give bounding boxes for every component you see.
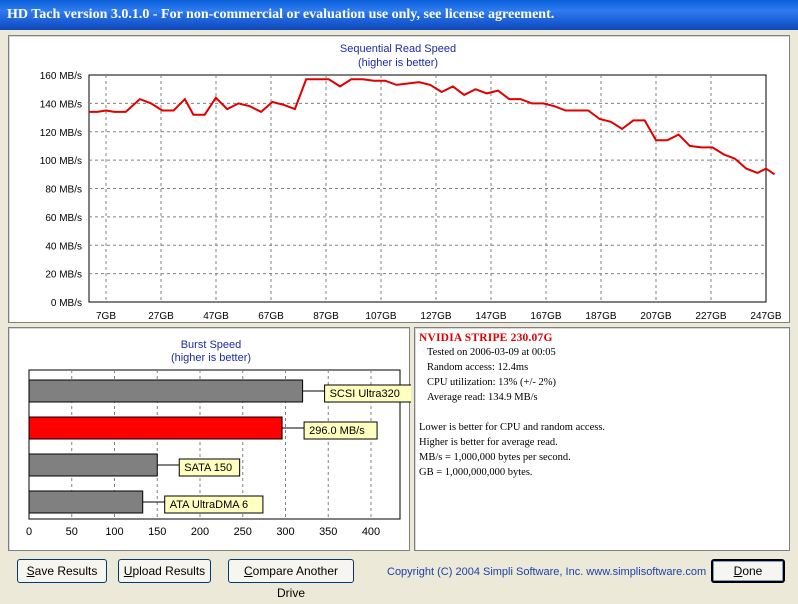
done-button[interactable]: Done [711, 559, 785, 583]
burst-xtick-label: 100 [105, 526, 123, 538]
sequential-read-panel: Sequential Read Speed (higher is better)… [8, 35, 790, 323]
save-label: ave Results [34, 564, 98, 578]
burst-xtick-label: 150 [148, 526, 166, 538]
window-title: HD Tach version 3.0.1.0 - For non-commer… [7, 7, 555, 22]
burst-bar-label: SATA 150 [184, 462, 232, 474]
seq-chart-title: Sequential Read Speed [340, 43, 456, 55]
note-cpu-random: Lower is better for CPU and random acces… [419, 422, 606, 433]
done-accel: D [733, 564, 743, 578]
burst-label-box [164, 495, 264, 514]
save-accel: S [26, 564, 35, 578]
burst-bar [28, 453, 158, 477]
seq-ytick-label: 160 MB/s [40, 71, 82, 82]
seq-xtick-label: 147GB [475, 311, 506, 322]
note-average-read: Higher is better for average read. [419, 437, 558, 448]
upload-accel: U [123, 564, 133, 578]
burst-xtick-label: 250 [234, 526, 252, 538]
save-results-button[interactable]: Save Results [17, 559, 107, 583]
seq-xtick-label: 107GB [365, 311, 396, 322]
burst-speed-panel: Burst Speed (higher is better) SCSI Ultr… [8, 327, 411, 551]
seq-xtick-label: 227GB [695, 311, 726, 322]
seq-ytick-label: 120 MB/s [40, 128, 82, 139]
seq-ytick-label: 60 MB/s [45, 213, 82, 224]
drive-name: NVIDIA STRIPE 230.07G [419, 332, 553, 344]
compare-label: ompare Another Drive [252, 564, 339, 600]
burst-bar-label: ATA UltraDMA 6 [170, 499, 248, 511]
burst-bar [28, 490, 144, 514]
seq-ytick-label: 100 MB/s [40, 156, 82, 167]
upload-results-button[interactable]: Upload Results [118, 559, 211, 583]
seq-xtick-label: 7GB [96, 311, 116, 322]
seq-xtick-label: 27GB [148, 311, 174, 322]
seq-xtick-label: 127GB [420, 311, 451, 322]
burst-bar-label: 296.0 MB/s [309, 425, 365, 437]
note-gb-definition: GB = 1,000,000,000 bytes. [419, 467, 533, 478]
burst-label-box [178, 458, 241, 477]
drive-info-panel: NVIDIA STRIPE 230.07G Tested on 2006-03-… [414, 327, 790, 551]
burst-label-box [324, 384, 411, 403]
seq-ytick-label: 0 MB/s [51, 298, 82, 309]
seq-xtick-label: 247GB [750, 311, 781, 322]
seq-xtick-label: 47GB [203, 311, 229, 322]
burst-speed-chart: Burst Speed (higher is better) SCSI Ultr… [26, 339, 411, 538]
seq-xtick-label: 67GB [258, 311, 284, 322]
burst-xtick-label: 200 [191, 526, 209, 538]
sequential-read-chart: Sequential Read Speed (higher is better)… [40, 43, 782, 322]
burst-chart-subtitle: (higher is better) [171, 352, 251, 364]
copyright-text: Copyright (C) 2004 Simpli Software, Inc.… [387, 566, 707, 578]
upload-label: pload Results [132, 564, 206, 578]
compare-another-drive-button[interactable]: Compare Another Drive [228, 559, 354, 600]
average-read: Average read: 134.9 MB/s [427, 392, 538, 403]
seq-xtick-label: 187GB [585, 311, 616, 322]
burst-bar [28, 416, 283, 440]
burst-xtick-label: 300 [276, 526, 294, 538]
burst-xtick-label: 0 [26, 526, 32, 538]
seq-ytick-label: 40 MB/s [45, 241, 82, 252]
burst-xtick-label: 400 [362, 526, 380, 538]
tested-on: Tested on 2006-03-09 at 00:05 [427, 347, 556, 358]
seq-ytick-label: 20 MB/s [45, 270, 82, 281]
burst-xtick-label: 50 [66, 526, 78, 538]
random-access: Random access: 12.4ms [427, 362, 529, 373]
burst-xtick-label: 350 [319, 526, 337, 538]
seq-xtick-label: 207GB [640, 311, 671, 322]
burst-bar [28, 379, 304, 403]
sequential-read-line [89, 78, 776, 176]
burst-label-box [303, 421, 378, 440]
compare-accel: C [243, 564, 253, 578]
seq-ytick-label: 80 MB/s [45, 185, 82, 196]
done-label: one [742, 564, 763, 578]
note-mbs-definition: MB/s = 1,000,000 bytes per second. [419, 452, 571, 463]
seq-chart-subtitle: (higher is better) [358, 57, 438, 69]
seq-xtick-label: 87GB [313, 311, 339, 322]
seq-xtick-label: 167GB [530, 311, 561, 322]
cpu-utilization: CPU utilization: 13% (+/- 2%) [427, 377, 556, 388]
burst-chart-title: Burst Speed [181, 339, 242, 351]
seq-ytick-label: 140 MB/s [40, 99, 82, 110]
window-title-bar[interactable]: HD Tach version 3.0.1.0 - For non-commer… [0, 0, 798, 30]
burst-bar-label: SCSI Ultra320 [330, 388, 400, 400]
